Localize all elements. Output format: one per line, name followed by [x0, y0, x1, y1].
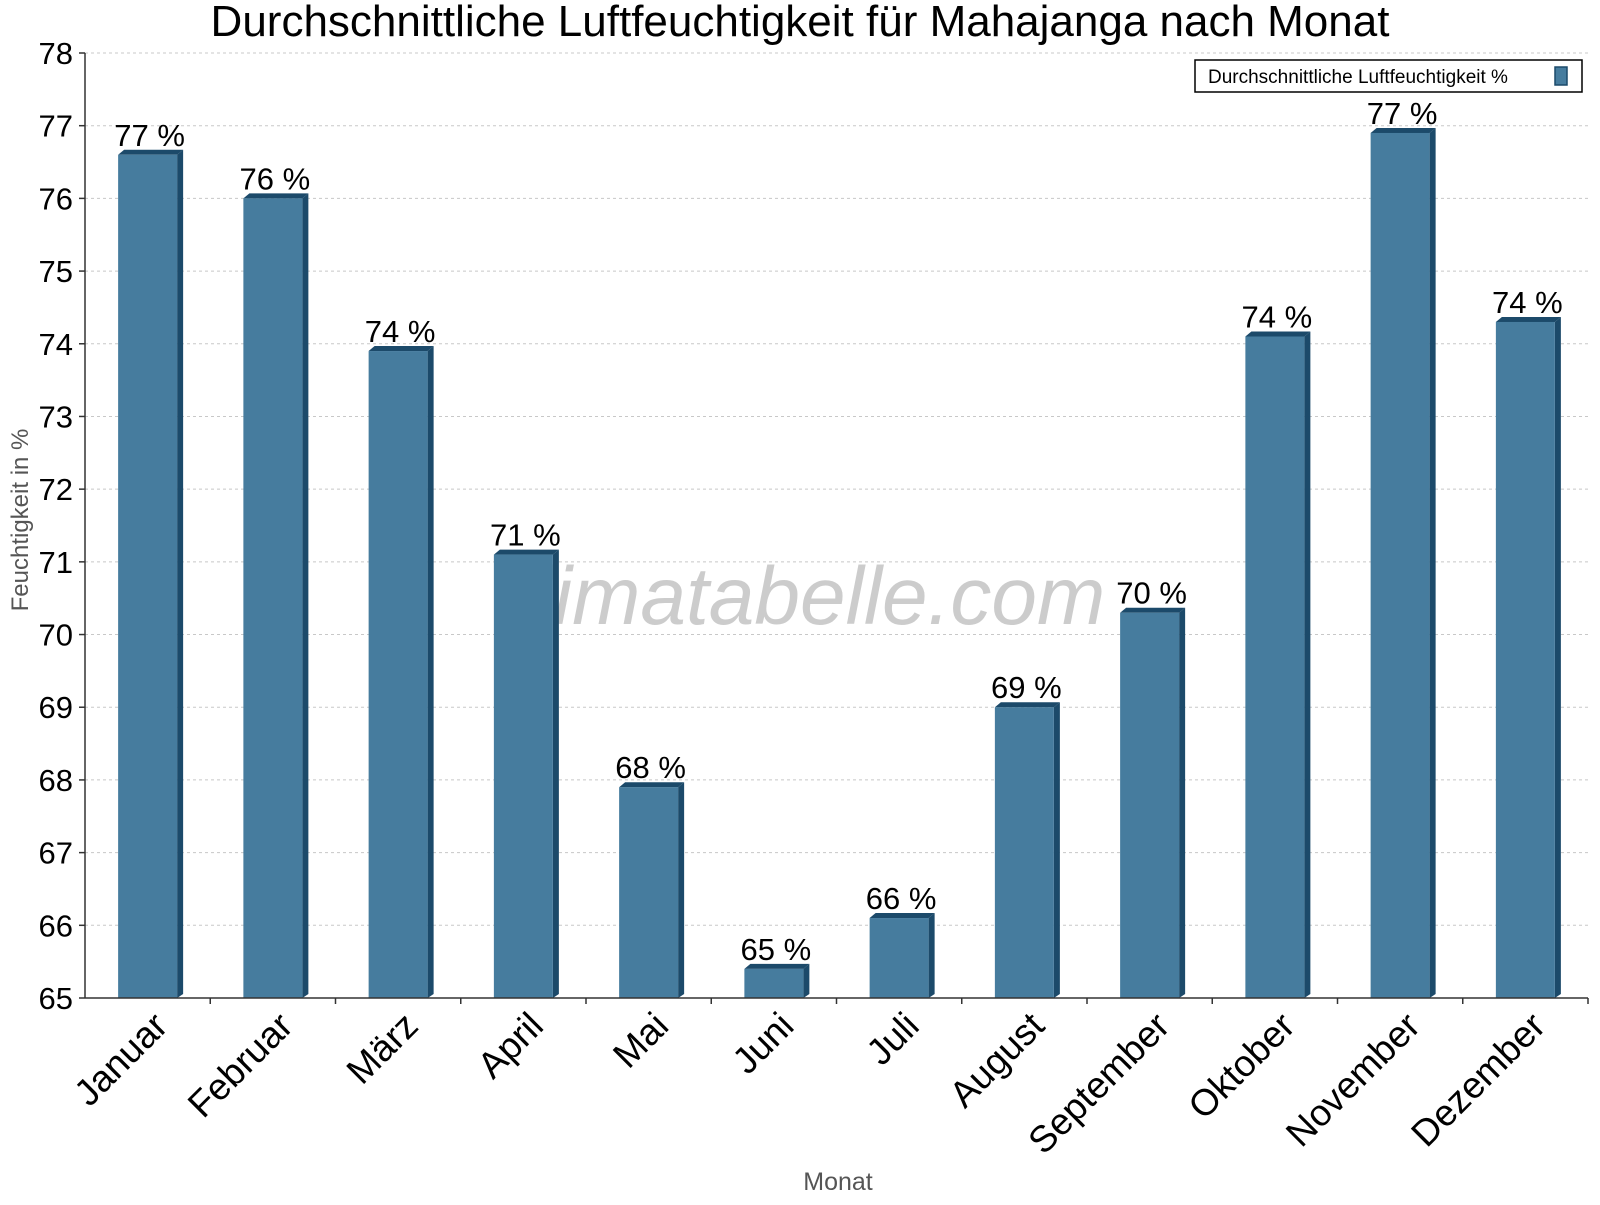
- bar-top: [1120, 607, 1186, 613]
- data-label: 69 %: [991, 670, 1062, 705]
- data-label: 77 %: [114, 118, 185, 153]
- x-tick-label: März: [339, 1005, 426, 1092]
- bar-top: [493, 549, 559, 555]
- y-tick-label: 72: [39, 472, 73, 507]
- bar-top: [243, 193, 309, 199]
- bar-top: [619, 782, 685, 788]
- bar-top: [1495, 316, 1561, 322]
- legend-label: Durchschnittliche Luftfeuchtigkeit %: [1208, 67, 1508, 88]
- bar-top: [994, 702, 1060, 708]
- bar-top: [1245, 331, 1311, 337]
- data-label: 70 %: [1116, 576, 1187, 611]
- bar-side: [177, 149, 184, 998]
- bar: [368, 351, 428, 998]
- x-tick-label: Januar: [66, 1005, 175, 1114]
- y-tick-labels: 65 66 67 68 69 70 71 72 73 74 75 76 77 78: [39, 36, 73, 1016]
- y-tick-label: 78: [39, 36, 73, 71]
- data-label: 76 %: [240, 161, 311, 196]
- y-tick-label: 70: [39, 618, 73, 653]
- data-label: 71 %: [490, 518, 561, 553]
- x-tick-labels: Januar Februar März April Mai Juni Juli AugustS…: [66, 1004, 1553, 1161]
- bar-side: [1554, 316, 1561, 998]
- bar-top: [869, 913, 935, 919]
- y-tick-label: 74: [39, 327, 73, 362]
- bars: [118, 127, 1561, 998]
- bar-side: [1304, 331, 1311, 998]
- chart-title: Durchschnittliche Luftfeuchtigkeit für M…: [211, 0, 1390, 46]
- bar-side: [1053, 702, 1060, 998]
- y-tick-label: 67: [39, 836, 73, 871]
- y-tick-label: 65: [39, 981, 73, 1016]
- x-tick-label: November: [1278, 1005, 1428, 1155]
- bar: [1495, 321, 1555, 998]
- legend-swatch: [1554, 66, 1568, 86]
- y-tick-label: 66: [39, 908, 73, 943]
- x-tick-label: Februar: [180, 1005, 301, 1126]
- y-tick-label: 68: [39, 763, 73, 798]
- y-tick-label: 73: [39, 399, 73, 434]
- bar: [493, 554, 553, 998]
- y-tick-label: 75: [39, 254, 73, 289]
- axes: [79, 52, 1589, 1004]
- bar-top: [118, 149, 184, 155]
- bar-side: [302, 193, 309, 998]
- bar-side: [1429, 127, 1436, 998]
- legend: Durchschnittliche Luftfeuchtigkeit %: [1194, 59, 1583, 93]
- grid-lines: [85, 52, 1588, 926]
- y-tick-label: 69: [39, 690, 73, 725]
- y-tick-label: 77: [39, 109, 73, 144]
- x-tick-label: Mai: [605, 1005, 676, 1076]
- data-label: 74 %: [365, 314, 436, 349]
- bar-side: [427, 346, 434, 998]
- bar-side: [552, 549, 559, 998]
- data-label: 74 %: [1492, 285, 1563, 320]
- data-label: 74 %: [1242, 300, 1313, 335]
- bar-top: [744, 963, 810, 969]
- bar-top: [1370, 127, 1436, 133]
- bar-side: [1179, 607, 1186, 998]
- data-label: 68 %: [615, 750, 686, 785]
- data-label: 77 %: [1367, 96, 1438, 131]
- data-label: 66 %: [866, 881, 937, 916]
- x-tick-label: August: [942, 1004, 1053, 1115]
- bar: [243, 198, 303, 998]
- x-tick-label: Dezember: [1403, 1005, 1553, 1155]
- data-labels: 77 % 76 % 74 % 71 % 68 % 65 % 66 % 69 % 70 % 74 %…: [114, 96, 1562, 967]
- bar-top: [368, 346, 434, 352]
- watermark: klimatabelle.com: [495, 551, 1106, 642]
- bar: [994, 707, 1054, 998]
- bar: [1370, 132, 1430, 998]
- bar-side: [678, 782, 685, 998]
- x-tick-label: Juni: [725, 1005, 802, 1082]
- x-tick-label: Juli: [859, 1005, 927, 1073]
- y-tick-label: 71: [39, 545, 73, 580]
- bar: [1120, 612, 1180, 998]
- data-label: 65 %: [741, 932, 812, 967]
- bar: [1245, 336, 1305, 998]
- y-axis-title: Feuchtigkeit in %: [7, 429, 34, 612]
- x-tick-label: Oktober: [1180, 1005, 1302, 1127]
- bar: [118, 154, 178, 998]
- bar-side: [928, 913, 935, 998]
- legend-box: [1194, 59, 1583, 93]
- y-tick-label: 76: [39, 181, 73, 216]
- bar: [869, 918, 929, 998]
- bar-side: [803, 963, 810, 998]
- x-tick-label: April: [470, 1005, 551, 1086]
- bar: [744, 968, 804, 998]
- x-axis-title: Monat: [803, 1168, 873, 1196]
- bar: [619, 787, 679, 998]
